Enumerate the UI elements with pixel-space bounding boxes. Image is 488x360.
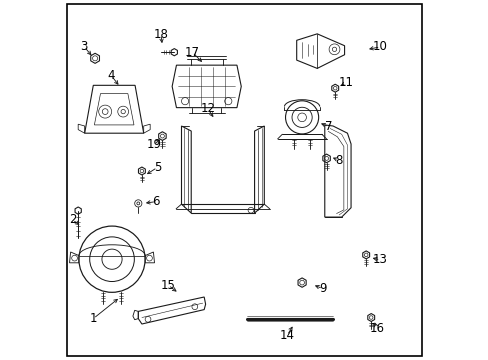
- Text: 4: 4: [107, 69, 115, 82]
- Text: 16: 16: [369, 322, 384, 335]
- Text: 1: 1: [89, 312, 97, 325]
- Text: 8: 8: [334, 154, 342, 167]
- Text: 3: 3: [81, 40, 88, 53]
- Text: 17: 17: [184, 46, 200, 59]
- Text: 10: 10: [372, 40, 387, 53]
- Text: 13: 13: [372, 253, 387, 266]
- Text: 19: 19: [146, 138, 161, 151]
- Text: 9: 9: [319, 282, 326, 295]
- Text: 11: 11: [338, 76, 353, 89]
- Text: 12: 12: [200, 102, 215, 115]
- Text: 14: 14: [279, 329, 294, 342]
- Text: 5: 5: [153, 161, 161, 174]
- Text: 7: 7: [325, 120, 332, 133]
- Text: 18: 18: [153, 28, 168, 41]
- Text: 6: 6: [152, 195, 160, 208]
- Text: 2: 2: [68, 213, 76, 226]
- Text: 15: 15: [161, 279, 175, 292]
